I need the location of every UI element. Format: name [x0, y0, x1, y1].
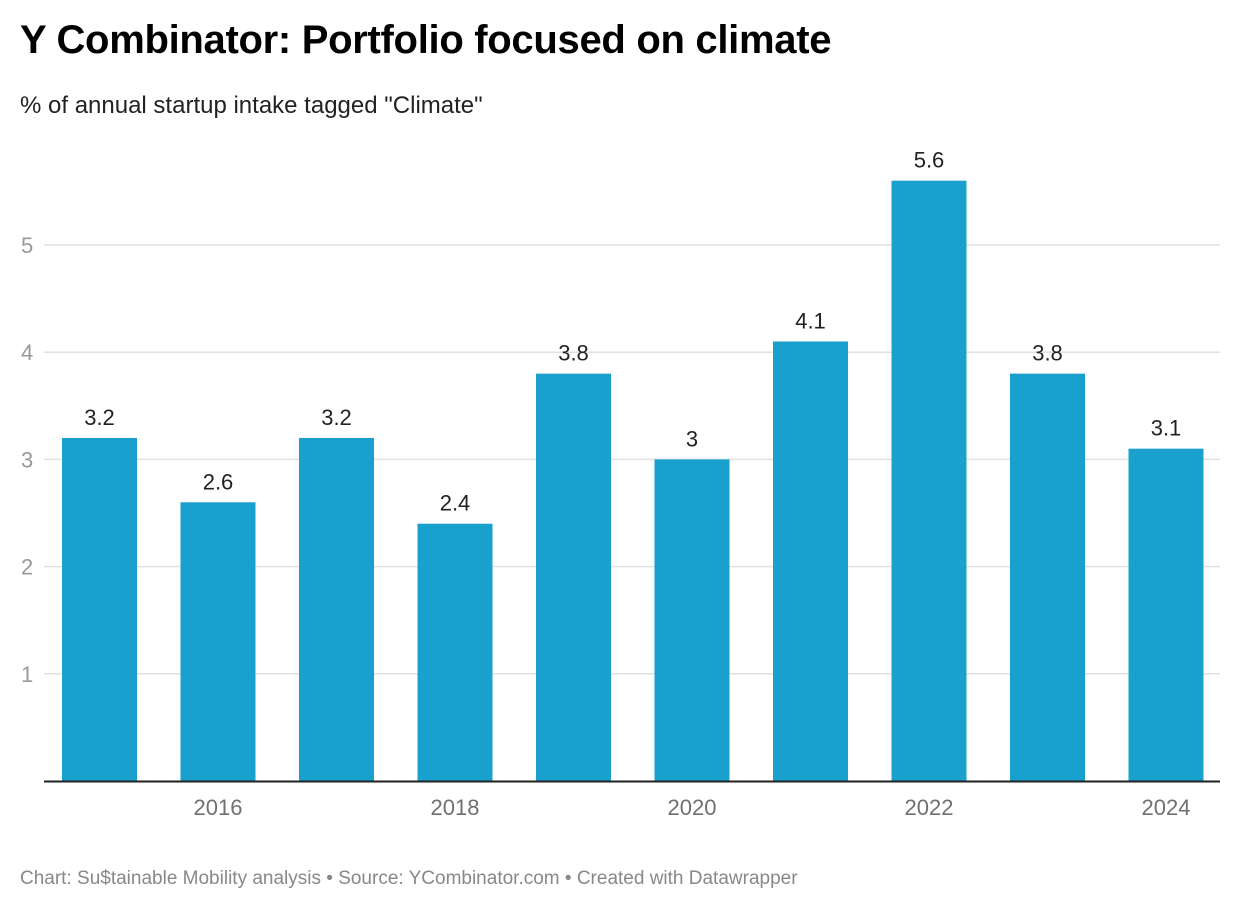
- bar-2023: [1010, 373, 1085, 781]
- y-tick-label: 5: [21, 233, 33, 258]
- y-tick-label: 1: [21, 662, 33, 687]
- bar-2020: [654, 459, 730, 781]
- value-label: 3.8: [558, 341, 589, 366]
- y-tick-label: 4: [21, 340, 33, 365]
- value-label: 3: [686, 426, 698, 451]
- y-tick-label: 2: [21, 555, 33, 580]
- value-label: 3.8: [1032, 341, 1063, 366]
- chart-footer: Chart: Su$tainable Mobility analysis • S…: [20, 868, 798, 889]
- bar-2016: [180, 502, 256, 781]
- value-label: 3.2: [84, 405, 115, 430]
- bar-2022: [891, 180, 967, 781]
- bar-2017: [299, 437, 374, 781]
- x-tick-label: 2016: [194, 795, 243, 820]
- x-tick-label: 2024: [1142, 795, 1191, 820]
- x-tick-label: 2018: [431, 795, 480, 820]
- y-tick-label: 3: [21, 447, 33, 472]
- bar-2019: [536, 373, 611, 781]
- value-label: 2.4: [440, 491, 471, 516]
- value-label: 4.1: [795, 308, 826, 333]
- axes: 1 2 3 4 5 2016 2018 2020 2022 2024: [21, 233, 1220, 820]
- bar-2021: [773, 341, 848, 781]
- bar-2015: [62, 437, 137, 781]
- value-label: 3.1: [1151, 416, 1182, 441]
- value-label: 5.6: [914, 148, 945, 173]
- value-label: 3.2: [321, 405, 352, 430]
- chart-subtitle: % of annual startup intake tagged "Clima…: [20, 92, 483, 119]
- x-tick-label: 2022: [905, 795, 954, 820]
- bar-2024: [1128, 448, 1204, 781]
- value-labels: 3.2 2.6 3.2 2.4 3.8 3 4.1 5.6 3.8 3.1: [84, 148, 1181, 516]
- value-label: 2.6: [203, 469, 234, 494]
- bars: [62, 180, 1204, 781]
- chart-title: Y Combinator: Portfolio focused on clima…: [20, 18, 832, 62]
- x-tick-label: 2020: [668, 795, 717, 820]
- bar-2018: [417, 523, 493, 781]
